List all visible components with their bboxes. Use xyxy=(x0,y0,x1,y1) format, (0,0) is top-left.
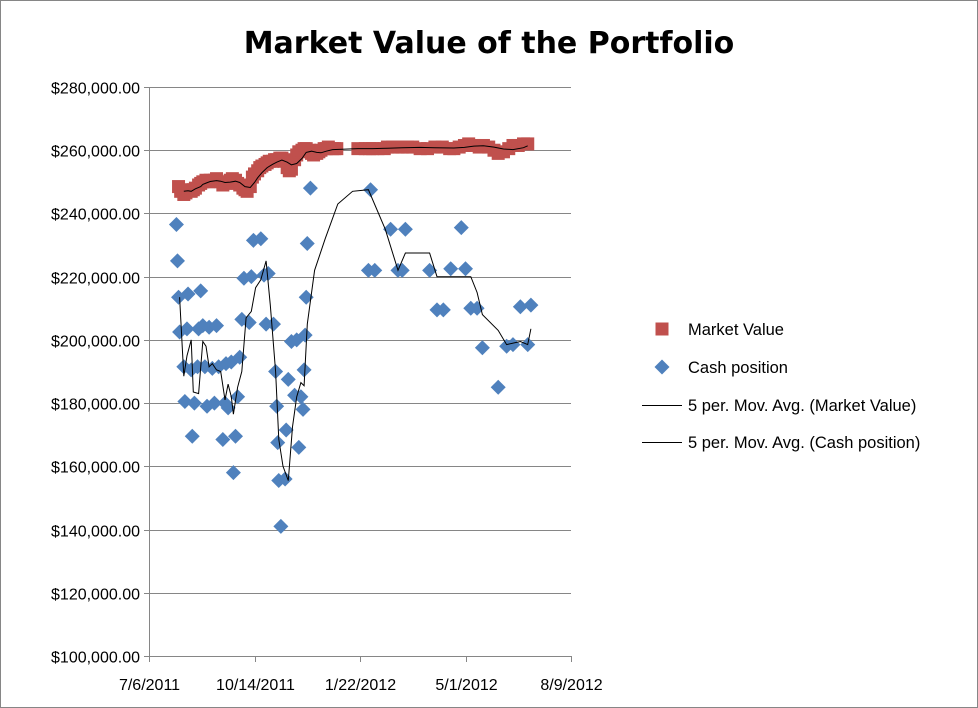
legend-marker xyxy=(654,359,670,375)
legend-item: Market Value xyxy=(655,321,784,339)
data-point xyxy=(363,182,379,198)
axes xyxy=(144,87,572,662)
data-point xyxy=(225,465,241,481)
plot-series xyxy=(168,137,539,534)
data-point xyxy=(228,428,244,444)
data-point xyxy=(490,379,506,395)
x-tick-label: 1/22/2012 xyxy=(325,677,396,694)
x-tick-label: 8/9/2012 xyxy=(540,677,602,694)
data-point xyxy=(523,297,539,313)
data-point xyxy=(512,299,528,315)
y-tick-label: $100,000.00 xyxy=(51,650,140,667)
data-point xyxy=(394,262,410,278)
data-point xyxy=(273,518,289,534)
data-point xyxy=(253,231,269,247)
trendline xyxy=(179,189,532,481)
y-tick-label: $140,000.00 xyxy=(51,524,140,541)
x-tick-label: 10/14/2011 xyxy=(216,677,295,694)
data-point xyxy=(243,269,259,285)
legend: Market Value Cash position 5 per. Mov. Avg… xyxy=(642,321,920,452)
data-point xyxy=(453,220,469,236)
data-point xyxy=(278,422,294,438)
data-point xyxy=(299,235,315,251)
data-point xyxy=(184,428,200,444)
legend-item: Cash position xyxy=(654,359,788,377)
data-point xyxy=(269,398,285,414)
x-tick-labels: 7/6/2011 10/14/2011 1/22/2012 5/1/2012 8/9/2… xyxy=(119,677,603,694)
y-tick-label: $220,000.00 xyxy=(51,271,140,288)
data-point xyxy=(330,142,344,156)
series-5-per-mov-avg-cash-position xyxy=(179,189,532,481)
data-point xyxy=(215,431,231,447)
x-tick-label: 7/6/2011 xyxy=(119,677,180,694)
data-point xyxy=(474,340,490,356)
data-point xyxy=(397,221,413,237)
data-point xyxy=(297,327,313,343)
data-point xyxy=(499,338,515,354)
data-point xyxy=(179,321,195,337)
data-point xyxy=(177,394,193,410)
data-point xyxy=(367,262,383,278)
data-point xyxy=(169,253,185,269)
data-point xyxy=(458,261,473,277)
chart-title: Market Value of the Portfolio xyxy=(244,26,735,61)
trendline xyxy=(183,145,528,192)
data-point xyxy=(291,439,307,455)
data-point xyxy=(265,316,281,332)
data-point xyxy=(296,362,312,378)
data-point xyxy=(505,337,521,353)
legend-label: Market Value xyxy=(688,321,784,339)
data-point xyxy=(180,286,196,302)
data-point xyxy=(443,261,459,277)
y-tick-labels: $100,000.00 $120,000.00 $140,000.00 $160,00… xyxy=(51,81,140,667)
data-point xyxy=(270,435,286,451)
data-point xyxy=(435,302,451,318)
data-point xyxy=(260,266,276,282)
data-point xyxy=(280,371,296,387)
legend-marker xyxy=(655,322,669,336)
y-tick-label: $200,000.00 xyxy=(51,334,140,351)
data-point xyxy=(230,389,246,405)
legend-item: 5 per. Mov. Avg. (Cash position) xyxy=(642,434,920,452)
series-market-value xyxy=(172,137,535,201)
data-point xyxy=(168,217,184,233)
data-point xyxy=(295,401,311,417)
y-tick-label: $160,000.00 xyxy=(51,460,140,477)
data-point xyxy=(521,137,535,151)
y-tick-label: $260,000.00 xyxy=(51,144,140,161)
legend-label: 5 per. Mov. Avg. (Market Value) xyxy=(688,397,916,415)
data-point xyxy=(186,395,202,411)
y-tick-label: $180,000.00 xyxy=(51,397,140,414)
data-point xyxy=(469,300,485,316)
legend-item: 5 per. Mov. Avg. (Market Value) xyxy=(642,397,916,415)
series-cash-position xyxy=(168,180,539,534)
data-point xyxy=(293,389,309,405)
x-tick-label: 5/1/2012 xyxy=(435,677,497,694)
data-point xyxy=(193,283,209,299)
series-5-per-mov-avg-market-value xyxy=(183,145,528,192)
data-point xyxy=(209,318,225,334)
legend-label: 5 per. Mov. Avg. (Cash position) xyxy=(688,434,920,452)
data-point xyxy=(206,395,222,411)
y-tick-label: $120,000.00 xyxy=(51,587,140,604)
data-point xyxy=(302,180,318,196)
y-tick-label: $280,000.00 xyxy=(51,81,140,98)
legend-label: Cash position xyxy=(688,359,788,377)
y-tick-label: $240,000.00 xyxy=(51,207,140,224)
